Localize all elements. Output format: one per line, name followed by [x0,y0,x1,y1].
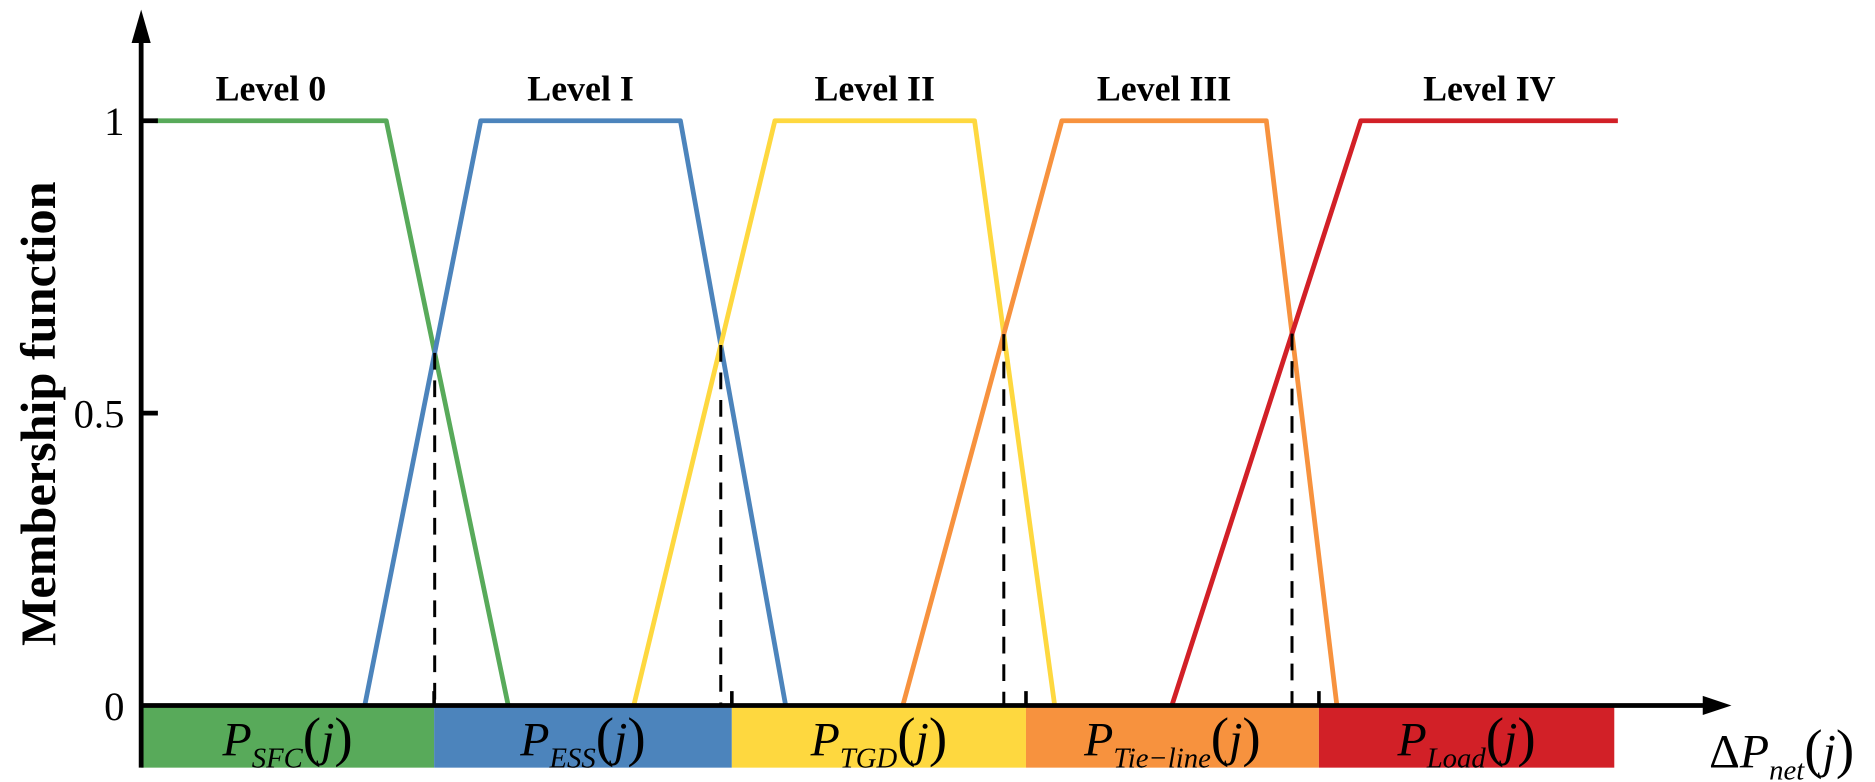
series-line-level-0 [155,118,511,706]
level-label: Level I [527,68,634,108]
region-bar-sfc [141,705,435,768]
labels: PSFC(j) PESS(j) PTGD(j) PTie−line(j) PLoad(j… [10,68,1854,782]
region-bar-ess [434,705,732,768]
x-axis-label: ΔPnet(j) [1709,719,1854,782]
series-line-level-iv [1169,118,1618,707]
series-lines [155,118,1618,707]
y-tick-label: 0.5 [74,391,125,436]
level-label: Level IV [1423,68,1556,108]
series-line-level-iii [900,118,1340,707]
region-bar-tgd [731,705,1026,768]
x-axis-arrow [1702,695,1732,716]
y-tick-label: 0 [104,684,124,729]
y-axis-arrow [131,9,151,44]
series-line-level-i [362,118,788,706]
level-label: Level II [814,68,935,108]
y-tick-label: 1 [104,99,124,144]
region-bar-tie−line [1025,705,1319,768]
level-label: Level 0 [216,68,327,108]
region-label: PLoad(j) [1397,707,1536,775]
region-label: PESS(j) [519,707,645,775]
level-label: Level III [1097,68,1231,108]
region-bar-load [1318,705,1615,768]
region-bars [141,705,1615,768]
y-axis-label: Membership function [10,181,66,646]
region-label: PSFC(j) [222,707,353,775]
region-label: PTie−line(j) [1083,707,1261,775]
crossover-dashes [433,333,1294,706]
region-label: PTGD(j) [810,707,948,775]
series-line-level-ii [631,118,1058,707]
axes [131,9,1732,768]
